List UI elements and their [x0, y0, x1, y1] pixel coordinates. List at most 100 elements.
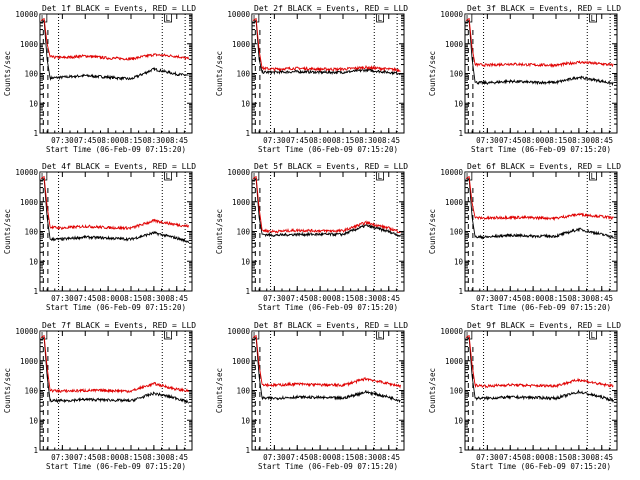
x-tick-label: 08:15 [120, 294, 143, 303]
panel-title: Det 5f BLACK = Events, RED = LLD [254, 162, 408, 171]
x-tick-label: 07:45 [286, 294, 309, 303]
y-tick-label: 1000 [232, 357, 251, 366]
y-tick-label: 10000 [15, 168, 38, 177]
marker-label: L [253, 331, 258, 340]
y-tick-label: 1000 [20, 357, 39, 366]
x-tick-label: 08:30 [568, 453, 591, 462]
x-tick-label: 08:15 [545, 136, 568, 145]
y-tick-label: 1000 [20, 40, 39, 49]
x-tick-label: 08:30 [355, 294, 378, 303]
y-tick-label: 10 [241, 416, 251, 425]
x-tick-label: 08:45 [165, 294, 188, 303]
series-lld-line [465, 334, 614, 389]
y-tick-label: 1000 [20, 198, 39, 207]
x-tick-label: 08:15 [545, 453, 568, 462]
series-events-line [40, 19, 189, 82]
y-tick-label: 10000 [227, 10, 250, 19]
y-tick-label: 1000 [232, 198, 251, 207]
x-axis-label: Start Time (06-Feb-09 07:15:20) [46, 145, 186, 154]
panel-title: Det 9f BLACK = Events, RED = LLD [467, 321, 621, 330]
x-tick-label: 08:00 [309, 136, 332, 145]
marker-label: L [166, 172, 171, 181]
x-tick-label: 07:30 [51, 136, 74, 145]
x-tick-label: 08:30 [143, 294, 166, 303]
x-tick-label: 07:30 [476, 136, 499, 145]
y-tick-label: 1 [458, 129, 463, 138]
y-tick-label: 10000 [227, 168, 250, 177]
y-tick-label: 1000 [445, 198, 464, 207]
x-axis-label: Start Time (06-Feb-09 07:15:20) [258, 145, 398, 154]
x-tick-label: 07:30 [476, 453, 499, 462]
x-tick-label: 08:15 [120, 136, 143, 145]
x-tick-label: 08:15 [332, 136, 355, 145]
y-tick-label: 10000 [440, 327, 463, 336]
series-lld-line [40, 334, 189, 394]
y-tick-label: 1000 [445, 40, 464, 49]
series-events-line [40, 336, 189, 404]
x-tick-label: 08:45 [377, 136, 400, 145]
panel-title: Det 3f BLACK = Events, RED = LLD [467, 4, 621, 13]
series-events-line [465, 177, 614, 240]
marker-label: L [466, 331, 471, 340]
x-tick-label: 08:00 [97, 136, 120, 145]
y-tick-label: 100 [236, 70, 250, 79]
y-tick-label: 10 [29, 257, 39, 266]
series-events-line [465, 336, 614, 403]
panel-title: Det 6f BLACK = Events, RED = LLD [467, 162, 621, 171]
series-events-line [252, 19, 401, 76]
x-tick-label: 07:30 [263, 136, 286, 145]
x-tick-label: 07:30 [51, 294, 74, 303]
marker-label: L [591, 14, 596, 23]
y-tick-label: 1 [33, 129, 38, 138]
y-axis-label: Counts/sec [3, 209, 12, 254]
plot-frame [251, 330, 405, 451]
y-tick-label: 10 [454, 99, 464, 108]
y-tick-label: 10000 [15, 10, 38, 19]
marker-box [164, 171, 172, 181]
marker-box [39, 171, 48, 181]
series-lld-line [252, 17, 401, 73]
marker-box [164, 330, 172, 340]
x-axis-label: Start Time (06-Feb-09 07:15:20) [46, 303, 186, 312]
x-axis-label: Start Time (06-Feb-09 07:15:20) [471, 303, 611, 312]
y-tick-label: 10000 [15, 327, 38, 336]
y-tick-label: 10 [29, 99, 39, 108]
x-tick-label: 07:30 [476, 294, 499, 303]
x-tick-label: 08:15 [120, 453, 143, 462]
marker-box [589, 13, 597, 23]
series-lld-line [40, 17, 189, 61]
x-tick-label: 08:45 [165, 136, 188, 145]
y-axis-label: Counts/sec [428, 51, 437, 96]
x-tick-label: 08:00 [522, 136, 545, 145]
series-events-line [40, 177, 189, 244]
x-tick-label: 08:45 [590, 453, 613, 462]
x-tick-label: 08:00 [309, 453, 332, 462]
y-tick-label: 10000 [440, 168, 463, 177]
detector-panel-5: Det 5f BLACK = Events, RED = LLD Counts/s… [215, 162, 408, 312]
series-lld-line [465, 17, 614, 68]
series-lld-line [252, 175, 401, 234]
y-tick-label: 10 [454, 257, 464, 266]
series-lld-line [465, 175, 614, 222]
y-axis-label: Counts/sec [428, 368, 437, 413]
x-tick-label: 08:15 [545, 294, 568, 303]
y-axis-label: Counts/sec [428, 209, 437, 254]
y-tick-label: 1 [33, 287, 38, 296]
series-lld-line [252, 334, 401, 389]
marker-box [376, 171, 384, 181]
marker-label: L [166, 14, 171, 23]
marker-label: L [378, 331, 383, 340]
marker-box [376, 13, 384, 23]
x-tick-label: 08:45 [165, 453, 188, 462]
x-axis-label: Start Time (06-Feb-09 07:15:20) [471, 145, 611, 154]
detector-panel-6: Det 6f BLACK = Events, RED = LLD Counts/s… [428, 162, 621, 312]
y-tick-label: 10 [241, 257, 251, 266]
y-tick-label: 1000 [232, 40, 251, 49]
y-tick-label: 100 [236, 387, 250, 396]
panel-title: Det 7f BLACK = Events, RED = LLD [42, 321, 196, 330]
panel-title: Det 2f BLACK = Events, RED = LLD [254, 4, 408, 13]
marker-label: L [41, 14, 46, 23]
y-tick-label: 100 [24, 70, 38, 79]
detector-panel-3: Det 3f BLACK = Events, RED = LLD Counts/s… [428, 4, 621, 154]
y-tick-label: 100 [236, 228, 250, 237]
